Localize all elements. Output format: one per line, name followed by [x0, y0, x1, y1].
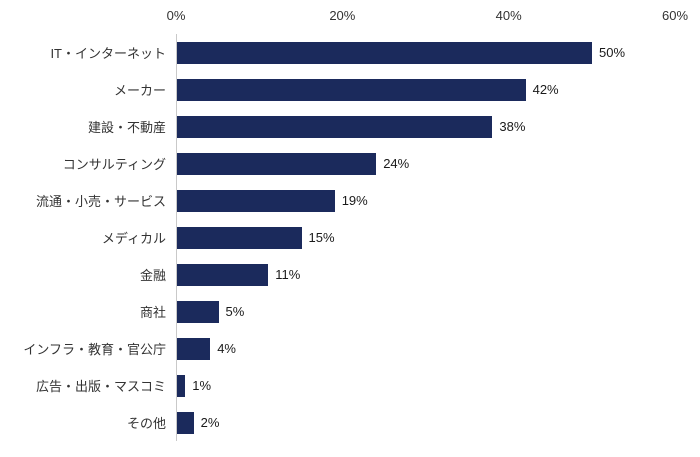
bar-area: 4%	[176, 330, 675, 367]
value-label: 1%	[192, 378, 212, 393]
value-label: 5%	[225, 304, 245, 319]
bar-rows: IT・インターネット 50% メーカー 42% 建設・不動産 38% コンサルティング 24%…	[0, 34, 675, 441]
bar-area: 15%	[176, 219, 675, 256]
value-label: 2%	[200, 415, 220, 430]
chart-row: 広告・出版・マスコミ 1%	[0, 367, 675, 404]
bar	[177, 300, 219, 323]
bar-area: 50%	[176, 34, 675, 71]
category-label: メディカル	[101, 231, 166, 246]
value-label: 42%	[532, 82, 559, 97]
category-label: IT・インターネット	[50, 46, 166, 61]
x-axis-tick: 40%	[495, 8, 522, 23]
value-label: 4%	[217, 341, 236, 356]
chart-row: 流通・小売・サービス 19%	[0, 182, 675, 219]
bar-area: 19%	[176, 182, 675, 219]
bar	[177, 78, 526, 101]
category-label: 商社	[139, 305, 166, 320]
category-label: その他	[126, 416, 166, 431]
bar-area: 2%	[176, 404, 675, 441]
value-label: 19%	[341, 193, 368, 208]
chart-row: 金融 11%	[0, 256, 675, 293]
category-label: 金融	[139, 268, 166, 283]
value-label: 38%	[499, 119, 526, 134]
bar-area: 11%	[176, 256, 675, 293]
bar	[177, 411, 194, 434]
x-axis-tick: 60%	[661, 8, 689, 23]
chart-row: メーカー 42%	[0, 71, 675, 108]
category-label: 広告・出版・マスコミ	[35, 379, 166, 394]
bar	[177, 374, 186, 397]
value-label: 15%	[308, 230, 335, 245]
chart-row: 建設・不動産 38%	[0, 108, 675, 145]
x-axis-tick: 0%	[166, 8, 186, 23]
value-label: 24%	[383, 156, 410, 171]
bar-area: 42%	[176, 71, 675, 108]
value-label: 11%	[275, 267, 301, 282]
bar	[177, 263, 269, 286]
x-axis: 0% 20% 40% 60%	[167, 8, 688, 34]
chart-row: 商社 5%	[0, 293, 675, 330]
bar-area: 5%	[176, 293, 675, 330]
bar	[177, 41, 592, 64]
value-label: 50%	[599, 45, 626, 60]
category-label: インフラ・教育・官公庁	[23, 342, 166, 357]
bar	[177, 152, 377, 175]
bar-area: 1%	[176, 367, 675, 404]
bar-area: 24%	[176, 145, 675, 182]
bar	[177, 189, 335, 212]
chart-row: その他 2%	[0, 404, 675, 441]
chart-row: メディカル 15%	[0, 219, 675, 256]
bar	[177, 115, 493, 138]
category-label: メーカー	[113, 83, 166, 98]
bar	[177, 337, 211, 360]
chart-row: IT・インターネット 50%	[0, 34, 675, 71]
x-axis-tick: 20%	[329, 8, 356, 23]
category-label: 建設・不動産	[87, 120, 166, 135]
bar	[177, 226, 302, 249]
chart-row: インフラ・教育・官公庁 4%	[0, 330, 675, 367]
category-label: コンサルティング	[62, 157, 166, 172]
bar-area: 38%	[176, 108, 675, 145]
category-label: 流通・小売・サービス	[35, 194, 166, 209]
chart-row: コンサルティング 24%	[0, 145, 675, 182]
